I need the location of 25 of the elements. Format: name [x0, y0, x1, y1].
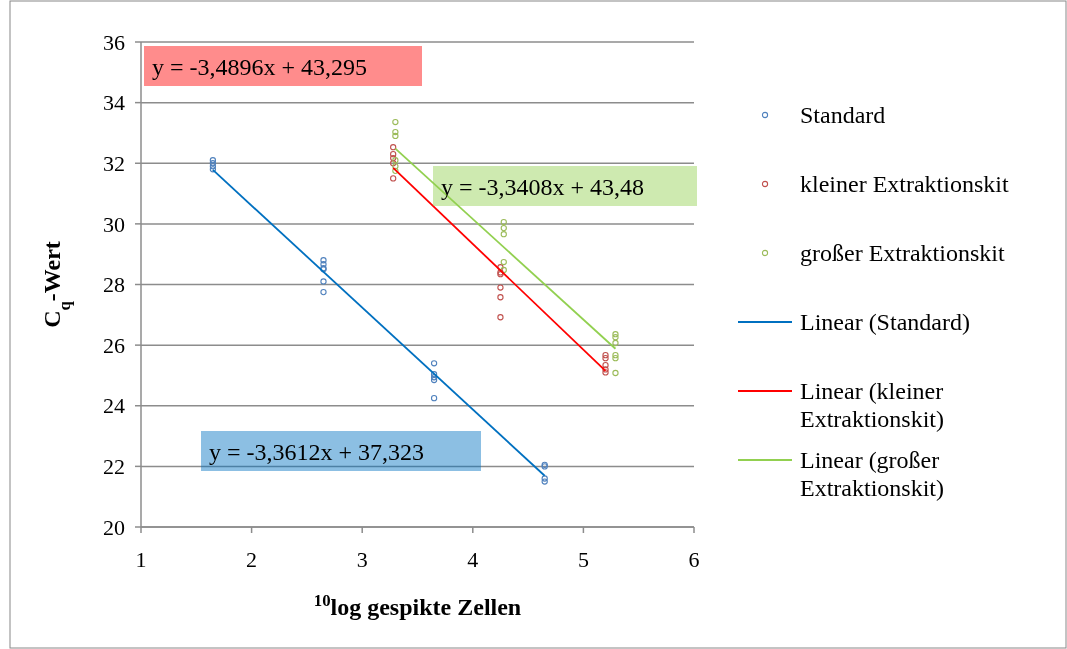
- x-tick-label: 3: [356, 547, 368, 572]
- y-tick-label: 24: [103, 393, 125, 419]
- annotation: y = -3,3612x + 37,323: [209, 439, 425, 465]
- annotation: y = -3,3408x + 43,48: [441, 174, 645, 200]
- x-tick-label: 4: [467, 547, 479, 572]
- y-tick-label: 36: [103, 29, 125, 55]
- x-tick-label: 2: [246, 547, 258, 572]
- legend-label: Linear (kleiner Extraktionskit): [800, 378, 944, 432]
- y-tick-label: 22: [103, 454, 125, 480]
- annotation: y = -3,4896x + 43,295: [152, 54, 368, 80]
- y-tick-label: 26: [103, 332, 125, 358]
- legend-label: Linear (Standard): [800, 309, 970, 335]
- y-tick-label: 34: [103, 90, 125, 116]
- legend-label: Standard: [800, 102, 886, 128]
- y-tick-label: 28: [103, 272, 125, 298]
- y-tick-label: 32: [103, 150, 125, 176]
- legend-label: großer Extraktionskit: [800, 240, 1005, 266]
- x-tick-label: 1: [135, 547, 147, 572]
- y-tick-label: 30: [103, 211, 125, 237]
- legend-label: Linear (großer Extraktionskit): [800, 447, 944, 501]
- legend-label: kleiner Extraktionskit: [800, 171, 1009, 197]
- x-axis-title: $^{10}$log gespikte Zellen: [313, 590, 522, 620]
- x-tick-label: 5: [577, 547, 589, 572]
- y-tick-label: 20: [103, 514, 125, 540]
- x-tick-label: 6: [688, 547, 700, 572]
